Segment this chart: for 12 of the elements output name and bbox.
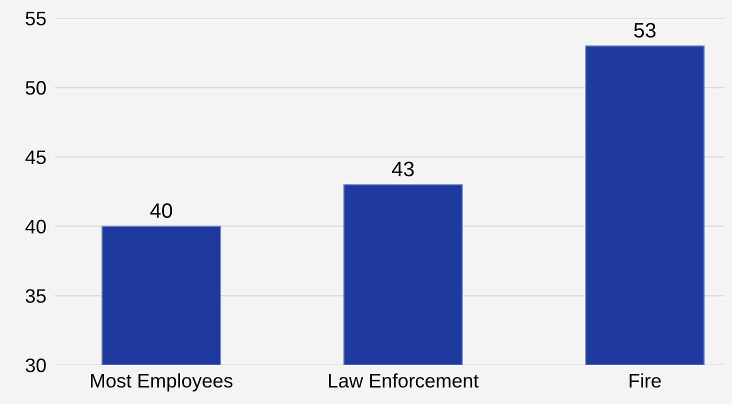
y-tick-label: 55 [26,12,46,26]
y-tick-label: 35 [26,289,46,303]
x-tick-label: Most Employees [91,373,232,392]
y-tick-label: 50 [26,81,46,95]
data-label: 43 [392,162,414,176]
y-tick-label: 45 [25,150,46,164]
x-tick-label: Law Enforcement [329,373,479,388]
y-tick-label: 30 [26,358,46,372]
data-label: 53 [634,22,656,38]
data-label: 40 [150,203,172,218]
y-tick-label: 40 [25,220,46,234]
x-tick-label: Fire [630,373,661,388]
